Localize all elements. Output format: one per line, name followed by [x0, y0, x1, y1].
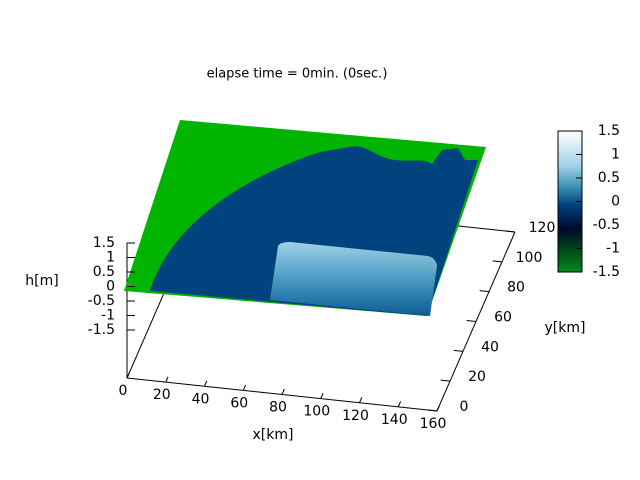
- x-tick-label: 80: [269, 400, 287, 416]
- x-tick: [204, 380, 208, 387]
- cb-tick-label: 1: [611, 147, 620, 163]
- x-tick-label: 0: [119, 383, 128, 399]
- cb-tick-label: 0.5: [598, 170, 620, 186]
- y-tick-label: 60: [494, 310, 512, 326]
- z-tick-label: 1.5: [93, 235, 115, 251]
- y-tick: [479, 290, 490, 293]
- x-axis-label: x[km]: [253, 427, 294, 443]
- x-tick-label: 160: [420, 416, 447, 432]
- chart-title: elapse time = 0min. (0sec.): [207, 67, 388, 82]
- x-tick-label: 140: [381, 412, 408, 428]
- y-tick-label: 100: [516, 250, 543, 266]
- x-tick: [281, 388, 285, 395]
- y-tick-label: 20: [468, 369, 486, 385]
- x-tick-label: 100: [303, 404, 330, 420]
- z-tick-label: 1: [106, 250, 115, 266]
- y-tick: [505, 230, 516, 233]
- y-tick-label: 80: [507, 280, 525, 296]
- x-tick: [397, 401, 402, 408]
- z-axis-label: h[m]: [25, 273, 58, 289]
- x-tick-label: 20: [153, 387, 171, 403]
- x-tick: [436, 405, 440, 412]
- x-tick: [165, 376, 169, 383]
- z-tick-label: 0: [106, 279, 115, 295]
- z-tick-label: 0.5: [93, 264, 115, 280]
- x-tick: [359, 397, 363, 403]
- cb-tick-label: 0: [611, 194, 620, 210]
- z-tick-label: -1.5: [88, 322, 115, 338]
- y-axis-label: y[km]: [545, 320, 586, 336]
- cb-tick-label: 1.5: [598, 123, 620, 139]
- z-tick-label: -0.5: [88, 293, 115, 309]
- y-tick-label: 120: [529, 220, 556, 236]
- x-tick-label: 40: [192, 391, 210, 407]
- y-tick: [427, 409, 438, 412]
- y-tick-label: 0: [460, 399, 469, 415]
- x-tick-label: 60: [230, 395, 248, 411]
- y-tick: [440, 379, 451, 382]
- x-tick-label: 120: [342, 408, 369, 424]
- y-tick: [453, 349, 464, 352]
- x-tick: [242, 384, 247, 391]
- cb-tick-label: -1: [606, 241, 620, 257]
- wave: [270, 242, 437, 316]
- cb-tick-label: -0.5: [593, 217, 620, 233]
- y-tick-label: 40: [481, 339, 499, 355]
- y-tick: [466, 320, 477, 322]
- cb-tick-label: -1.5: [593, 264, 620, 280]
- x-tick: [126, 372, 130, 379]
- z-tick-label: -1: [101, 308, 115, 324]
- y-tick: [492, 260, 503, 263]
- surface: [124, 120, 486, 316]
- x-tick: [320, 393, 324, 399]
